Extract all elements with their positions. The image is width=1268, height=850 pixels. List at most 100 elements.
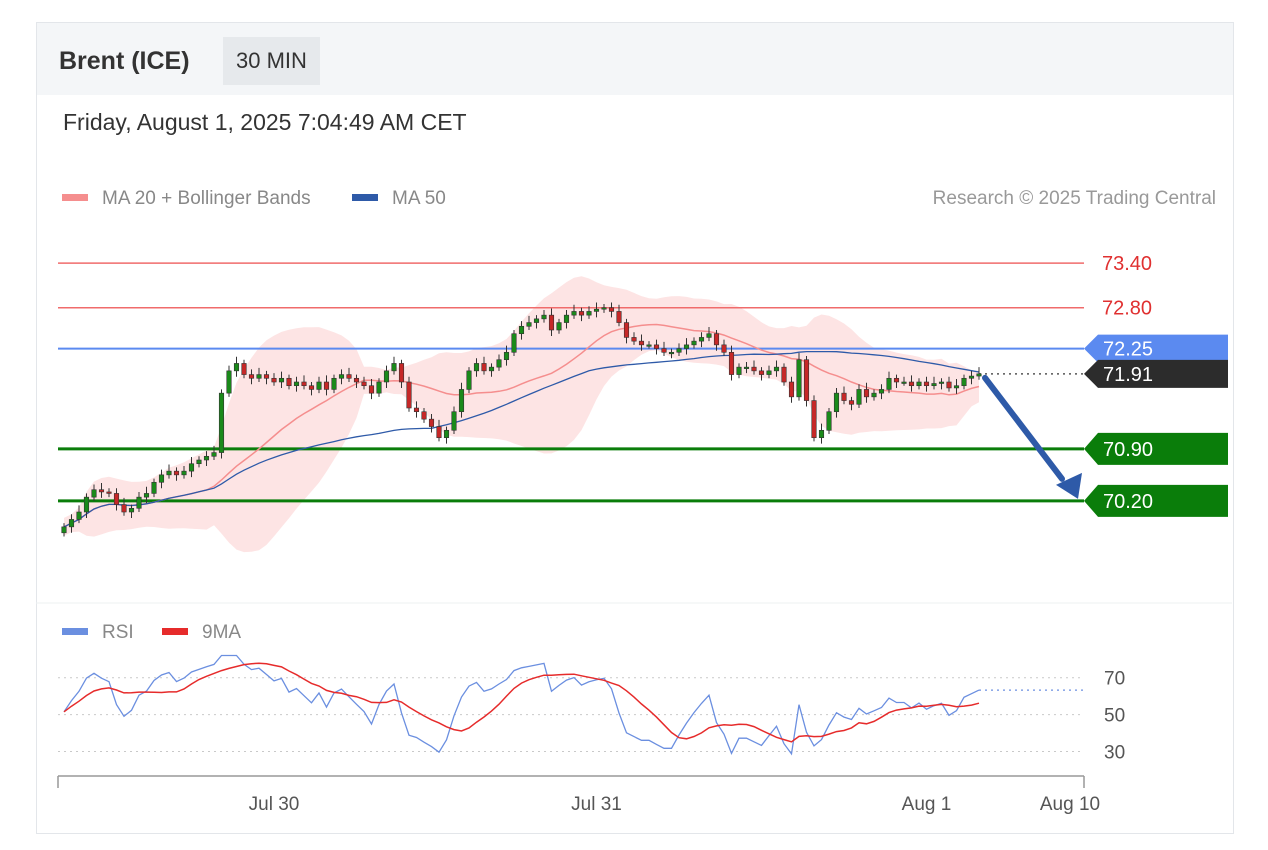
candle-body [811,400,817,439]
candle-body [743,366,750,369]
candle-body [436,426,442,439]
legend-swatch-0 [62,194,88,201]
candle [136,491,142,512]
candle-body [293,381,300,387]
candle-body [323,381,330,390]
candle [938,378,945,390]
candle-body [136,496,142,509]
candle [166,464,172,479]
candle [338,369,345,385]
candle [406,376,412,412]
candle [616,304,622,327]
candle-body [668,351,675,355]
candle-body [616,311,622,323]
candle [676,343,682,356]
candle-body [698,337,705,342]
candle-body [631,337,637,342]
candle [256,367,262,382]
candle-body [976,373,982,377]
candle [878,384,885,400]
candle-body [278,377,285,383]
candle-body [286,377,292,387]
candle [661,341,667,356]
bollinger-band [64,276,979,553]
candle-body [368,385,375,394]
candle [293,376,300,392]
instrument-title: Brent (ICE) [59,47,190,75]
candle [886,371,892,394]
candle [653,339,660,355]
candle-body [878,389,885,394]
candle [818,423,825,444]
candle [781,363,787,386]
candle [443,426,450,444]
candle-body [76,511,82,520]
candle-body [908,381,915,387]
legend-label-1: MA 50 [392,188,446,209]
candle-body [961,377,967,387]
candle [953,379,960,394]
level-label-71.91: 71.91 [1103,364,1153,386]
candle-body [68,519,75,528]
candle [563,309,570,329]
candle [128,504,135,518]
candle-body [541,314,547,320]
candle [796,353,802,401]
candle-body [773,366,780,372]
forecast-arrow [982,374,1065,482]
candle-body [263,374,270,379]
candle [646,341,652,349]
ma50-line [63,350,980,528]
candle-body [676,348,682,353]
candle [346,367,352,382]
candle-body [751,366,757,372]
candle [368,379,375,400]
candle-body [488,366,495,372]
x-tick-aug-10: Aug 10 [1040,794,1100,815]
candle [743,361,750,374]
candle-body [443,429,450,439]
rsi-legend-swatch-1 [162,628,188,635]
candle [691,337,697,349]
candle [773,360,780,377]
candle-body [856,389,862,405]
candle [548,308,555,336]
candle [121,497,127,516]
candle-body [803,359,810,401]
ma20-line [63,323,980,528]
candle-body [683,344,690,349]
x-tick-jul-30: Jul 30 [249,794,300,815]
candle-body [91,489,97,498]
timeframe-badge[interactable]: 30 MIN [223,37,320,85]
candle-body [886,377,892,390]
candle-body [301,381,307,387]
candle-body [181,470,187,476]
candle-body [151,481,157,494]
candle [98,483,105,498]
candle [301,375,307,390]
candle-body [353,377,360,383]
candle-body [503,351,510,361]
candle-body [61,526,67,534]
candle-body [166,470,172,476]
candle [766,365,772,379]
candle [211,445,217,460]
rsi-legend-swatch-0 [62,628,88,635]
x-tick-jul-31: Jul 31 [571,794,622,815]
candle-body [458,389,465,413]
level-tag-70.20 [1084,484,1228,517]
candle-body [316,381,322,390]
candle [961,374,967,390]
candle-body [548,314,555,331]
candle [856,384,862,408]
candle-body [578,311,585,316]
candle-body [248,374,255,379]
candle-body [691,340,697,346]
level-label-70.20: 70.20 [1103,491,1153,513]
candle [233,356,240,377]
candle-body [346,374,352,379]
candle-body [466,370,472,390]
candle [968,370,975,385]
candle-body [901,381,907,384]
candle-body [848,400,855,405]
